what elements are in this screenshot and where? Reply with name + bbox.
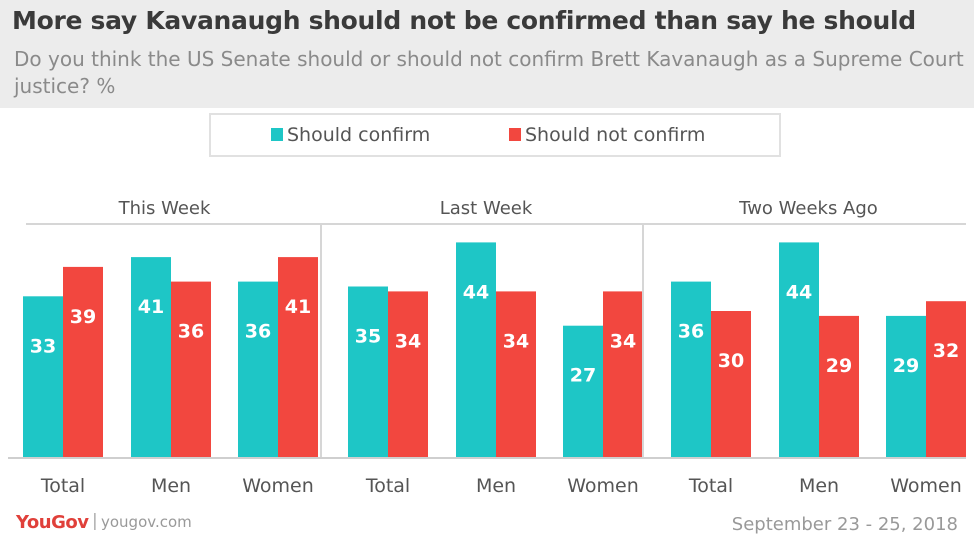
data-label-last-week-men-confirm: 44 — [463, 281, 489, 303]
bar-two-weeks-ago-women-confirm — [886, 315, 926, 458]
category-label-last-week-women: Women — [567, 475, 639, 497]
panel-title-two-weeks-ago: Two Weeks Ago — [738, 198, 878, 219]
bar-two-weeks-ago-men-not-confirm — [819, 315, 859, 458]
chart-legend: Should confirm Should not confirm — [209, 113, 781, 157]
bar-two-weeks-ago-men-confirm — [779, 242, 819, 458]
bar-last-week-women-confirm — [563, 325, 603, 458]
survey-date: September 23 - 25, 2018 — [731, 514, 958, 535]
legend-swatch-should-confirm — [271, 128, 283, 141]
legend-item-should-confirm: Should confirm — [271, 124, 430, 146]
data-label-last-week-women-not-confirm: 34 — [610, 330, 636, 352]
data-label-last-week-women-confirm: 27 — [570, 365, 596, 387]
data-label-two-weeks-ago-total-confirm: 36 — [678, 321, 704, 343]
bar-two-weeks-ago-total-confirm — [671, 281, 711, 458]
bar-last-week-total-not-confirm — [388, 291, 428, 458]
chart-header: More say Kavanaugh should not be confirm… — [0, 0, 974, 108]
bar-two-weeks-ago-total-not-confirm — [711, 311, 751, 458]
legend-item-should-not-confirm: Should not confirm — [509, 124, 705, 146]
data-label-last-week-men-not-confirm: 34 — [503, 330, 529, 352]
data-label-this-week-women-confirm: 36 — [245, 321, 271, 343]
footer-url: yougov.com — [101, 513, 192, 531]
footer-separator: | — [92, 511, 98, 531]
panel-title-this-week: This Week — [118, 198, 211, 219]
bar-last-week-women-not-confirm — [603, 291, 643, 458]
bar-this-week-total-not-confirm — [63, 266, 103, 458]
category-label-this-week-total: Total — [40, 475, 85, 497]
data-label-two-weeks-ago-women-not-confirm: 32 — [933, 340, 959, 362]
category-label-two-weeks-ago-men: Men — [799, 475, 839, 497]
panel-title-last-week: Last Week — [440, 198, 533, 219]
data-label-last-week-total-confirm: 35 — [355, 326, 381, 348]
legend-label-should-confirm: Should confirm — [287, 124, 431, 146]
bar-two-weeks-ago-women-not-confirm — [926, 301, 966, 458]
bar-this-week-women-confirm — [238, 281, 278, 458]
category-label-last-week-men: Men — [476, 475, 516, 497]
data-label-two-weeks-ago-total-not-confirm: 30 — [718, 350, 744, 372]
legend-swatch-should-not-confirm — [509, 128, 521, 141]
data-label-two-weeks-ago-women-confirm: 29 — [893, 355, 919, 377]
bar-this-week-men-not-confirm — [171, 281, 211, 458]
bar-this-week-total-confirm — [23, 296, 63, 458]
data-label-this-week-men-not-confirm: 36 — [178, 321, 204, 343]
chart-title: More say Kavanaugh should not be confirm… — [12, 6, 916, 35]
bar-last-week-total-confirm — [348, 286, 388, 458]
data-label-this-week-men-confirm: 41 — [138, 296, 164, 318]
legend-label-should-not-confirm: Should not confirm — [525, 124, 706, 146]
category-label-this-week-women: Women — [242, 475, 314, 497]
category-label-two-weeks-ago-total: Total — [688, 475, 733, 497]
category-label-two-weeks-ago-women: Women — [890, 475, 962, 497]
data-label-this-week-total-not-confirm: 39 — [70, 306, 96, 328]
yougov-logo: YouGov — [16, 512, 89, 533]
bar-this-week-men-confirm — [131, 257, 171, 458]
bar-last-week-men-not-confirm — [496, 291, 536, 458]
category-label-this-week-men: Men — [151, 475, 191, 497]
data-label-two-weeks-ago-men-confirm: 44 — [786, 281, 812, 303]
data-label-this-week-women-not-confirm: 41 — [285, 296, 311, 318]
data-label-two-weeks-ago-men-not-confirm: 29 — [826, 355, 852, 377]
category-label-last-week-total: Total — [365, 475, 410, 497]
bar-last-week-men-confirm — [456, 242, 496, 458]
bar-this-week-women-not-confirm — [278, 257, 318, 458]
chart-subtitle: Do you think the US Senate should or sho… — [14, 47, 964, 98]
data-label-last-week-total-not-confirm: 34 — [395, 330, 421, 352]
data-label-this-week-total-confirm: 33 — [30, 335, 56, 357]
